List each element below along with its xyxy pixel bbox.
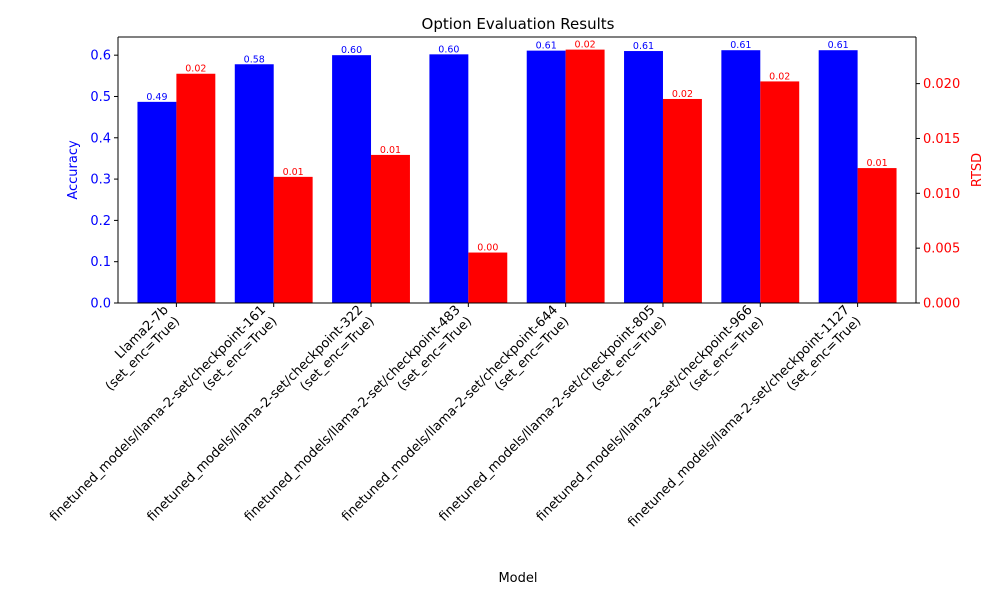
rtsd-bar-1 <box>273 176 313 303</box>
accuracy-bar-label-4: 0.61 <box>536 41 557 52</box>
rtsd-bar-6 <box>760 81 800 303</box>
accuracy-bar-label-7: 0.61 <box>828 40 849 51</box>
accuracy-bar-label-2: 0.60 <box>341 45 362 56</box>
right-tick-label-0: 0.000 <box>923 297 960 312</box>
chart-title: Option Evaluation Results <box>422 15 615 33</box>
rtsd-bar-7 <box>857 168 897 303</box>
accuracy-bar-label-5: 0.61 <box>633 41 654 52</box>
rtsd-bar-5 <box>662 98 702 304</box>
rtsd-bar-label-5: 0.02 <box>672 89 693 100</box>
accuracy-bar-label-1: 0.58 <box>244 54 265 65</box>
left-tick-label-6: 0.6 <box>90 49 111 64</box>
bar-labels-group: 0.49 0.58 0.60 0.60 0.61 0.61 0.61 0.61 0.02 0.01… <box>146 40 887 254</box>
accuracy-bar-5 <box>624 51 663 303</box>
right-axis-title: RTSD <box>970 153 985 187</box>
bars-group <box>137 49 897 304</box>
accuracy-bar-label-3: 0.60 <box>438 44 459 55</box>
left-tick-label-0: 0.0 <box>90 297 111 312</box>
left-tick-label-4: 0.4 <box>90 131 111 146</box>
x-axis-title: Model <box>498 571 537 586</box>
accuracy-bar-0 <box>137 101 177 303</box>
accuracy-bar-7 <box>818 50 858 303</box>
rtsd-bar-3 <box>468 252 508 303</box>
accuracy-bar-4 <box>526 50 566 304</box>
rtsd-bar-label-4: 0.02 <box>575 40 596 51</box>
rtsd-bar-label-7: 0.01 <box>866 158 887 169</box>
right-tick-label-4: 0.020 <box>923 77 960 92</box>
accuracy-bar-label-0: 0.49 <box>146 92 167 103</box>
accuracy-bar-6 <box>721 50 761 303</box>
axes-group: 0.0 0.1 0.2 0.3 0.4 0.5 0.6 0.000 0.005 0.010 0.01… <box>90 36 960 312</box>
accuracy-bar-2 <box>332 55 372 303</box>
right-tick-label-2: 0.010 <box>923 187 960 202</box>
rtsd-bar-2 <box>371 154 410 303</box>
accuracy-bar-label-6: 0.61 <box>730 40 751 51</box>
left-tick-label-5: 0.5 <box>90 90 111 105</box>
right-tick-label-1: 0.005 <box>923 242 960 257</box>
rtsd-bar-label-2: 0.01 <box>380 145 401 156</box>
left-tick-label-1: 0.1 <box>90 255 111 270</box>
left-tick-label-2: 0.2 <box>90 214 111 229</box>
left-axis-title: Accuracy <box>66 140 81 200</box>
rtsd-bar-label-3: 0.00 <box>477 243 498 254</box>
rtsd-bar-4 <box>565 49 605 303</box>
accuracy-bar-1 <box>234 64 274 304</box>
rtsd-bar-0 <box>176 73 216 303</box>
left-tick-label-3: 0.3 <box>90 173 111 188</box>
rtsd-bar-label-0: 0.02 <box>185 64 206 75</box>
right-tick-label-3: 0.015 <box>923 132 960 147</box>
rtsd-bar-label-1: 0.01 <box>283 167 304 178</box>
rtsd-bar-label-6: 0.02 <box>769 71 790 82</box>
accuracy-bar-3 <box>429 54 469 303</box>
